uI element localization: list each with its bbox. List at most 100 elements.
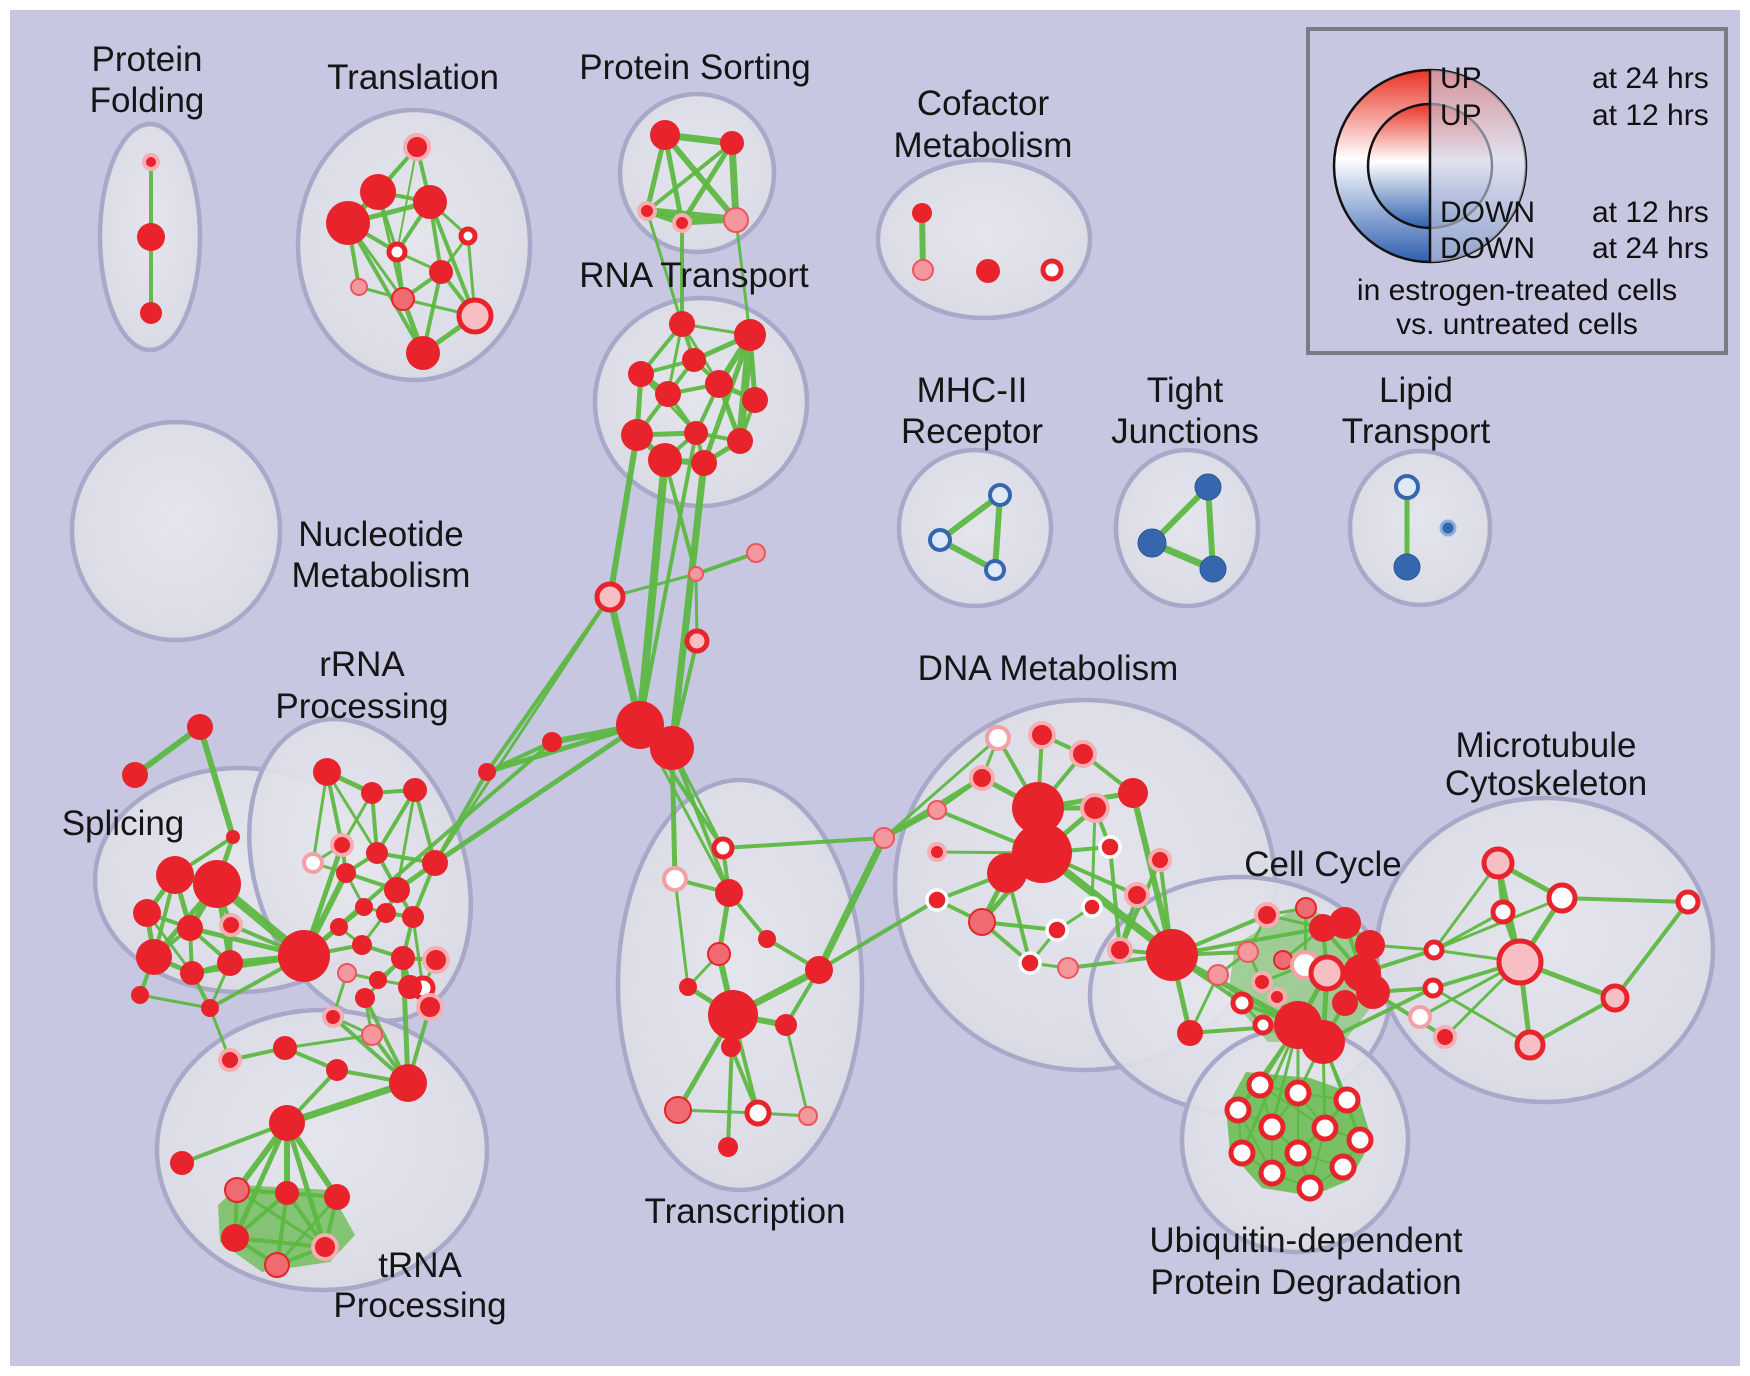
gene-node <box>403 778 427 802</box>
interaction-edge <box>636 456 669 729</box>
gene-node <box>355 898 373 916</box>
gene-node <box>1137 528 1167 558</box>
interaction-edge <box>694 551 758 576</box>
interaction-edge <box>235 1188 327 1249</box>
legend-time-label: at 24 hrs <box>1592 62 1709 95</box>
interaction-edge <box>233 1236 327 1249</box>
gene-node <box>691 450 717 476</box>
gene-node <box>1423 939 1445 961</box>
gene-node <box>1546 882 1578 914</box>
gene-node <box>1267 987 1287 1007</box>
interaction-edge <box>395 788 417 892</box>
gene-node <box>798 1106 818 1126</box>
gene-node <box>873 827 895 849</box>
gene-node <box>133 899 161 927</box>
gene-node <box>1177 1020 1203 1046</box>
gene-node <box>805 956 833 984</box>
cluster-trna-processing-label: tRNA <box>378 1246 462 1285</box>
interaction-edge <box>663 458 698 576</box>
gene-node <box>136 939 172 975</box>
interaction-edge <box>1613 900 1690 1000</box>
cluster-tight-junctions-label: Junctions <box>1111 412 1259 451</box>
gene-node <box>679 978 697 996</box>
cluster-dna-metabolism-label: DNA Metabolism <box>918 649 1179 688</box>
gene-node <box>1224 1096 1252 1124</box>
gene-node <box>326 1059 348 1081</box>
cluster-lipid-transport-ellipse <box>1347 448 1493 608</box>
interaction-edge <box>346 221 425 355</box>
interaction-edge <box>645 141 734 213</box>
gene-node <box>1496 938 1544 986</box>
gene-node <box>925 888 949 912</box>
gene-node <box>177 915 203 941</box>
interaction-edge <box>721 836 886 850</box>
gene-node <box>1481 846 1515 880</box>
gene-node <box>1057 957 1079 979</box>
gene-node <box>684 628 710 654</box>
gene-node <box>1098 835 1122 859</box>
gene-node <box>322 1006 344 1028</box>
gene-node <box>1012 782 1064 834</box>
cluster-lipid-transport-label: Transport <box>1342 412 1491 451</box>
interaction-edge <box>197 724 236 840</box>
cluster-nucleotide-metabolism-label: Nucleotide <box>298 515 463 554</box>
gene-node <box>429 260 453 284</box>
gene-node <box>650 120 680 150</box>
gene-node <box>1600 983 1630 1013</box>
gene-node <box>1237 941 1259 963</box>
cluster-ubiquitin-degradation-label: Protein Degradation <box>1150 1263 1461 1302</box>
gene-node <box>684 421 708 445</box>
gene-node <box>985 725 1011 751</box>
interaction-edge <box>1528 996 1617 1047</box>
gene-node <box>422 850 448 876</box>
gene-node <box>337 963 357 983</box>
gene-node <box>187 714 213 740</box>
legend-time-label: at 24 hrs <box>1592 232 1709 265</box>
gene-node <box>218 1048 242 1072</box>
gene-node <box>376 903 396 923</box>
gene-node <box>264 1252 290 1278</box>
gene-node <box>180 961 204 985</box>
gene-node <box>594 581 626 613</box>
interaction-edge <box>815 834 888 974</box>
gene-node <box>413 185 447 219</box>
gene-node <box>1045 918 1069 942</box>
gene-node <box>746 543 766 563</box>
gene-node <box>616 701 664 749</box>
gene-node <box>758 930 776 948</box>
gene-node <box>1408 1005 1432 1029</box>
gene-node <box>330 918 348 936</box>
interaction-edge <box>937 492 1003 543</box>
gene-node <box>688 566 704 582</box>
gene-node <box>637 201 657 221</box>
cluster-trna-processing-label: Processing <box>333 1286 506 1325</box>
gene-node <box>355 988 375 1008</box>
gene-node <box>326 201 370 245</box>
gene-node <box>744 1099 772 1127</box>
gene-node <box>1514 1029 1546 1061</box>
cluster-ubiquitin-degradation-label: Ubiquitin-dependent <box>1149 1221 1463 1260</box>
gene-node <box>984 559 1006 581</box>
interaction-edge <box>232 1120 290 1241</box>
cluster-cofactor-metabolism-ellipse <box>875 157 1093 321</box>
cluster-mhc-ii-receptor-ellipse <box>896 447 1054 609</box>
interaction-edge <box>1431 986 1532 1047</box>
gene-node <box>275 1181 299 1205</box>
legend-direction-label: UP <box>1440 62 1482 95</box>
gene-node <box>1199 555 1227 583</box>
cluster-rrna-processing-label: Processing <box>275 687 448 726</box>
cluster-translation-label: Translation <box>327 58 499 97</box>
gene-node <box>655 381 681 407</box>
gene-node <box>391 287 415 311</box>
interaction-edge <box>375 788 417 855</box>
gene-node <box>302 852 324 874</box>
gene-node <box>1346 1126 1374 1154</box>
gene-node <box>1148 848 1172 872</box>
gene-node <box>140 302 162 324</box>
interaction-edge <box>734 218 752 337</box>
gene-node <box>1284 1139 1312 1167</box>
interaction-edge <box>1432 910 1505 952</box>
cluster-nucleotide-metabolism-label: Metabolism <box>292 556 471 595</box>
gene-node <box>384 877 410 903</box>
